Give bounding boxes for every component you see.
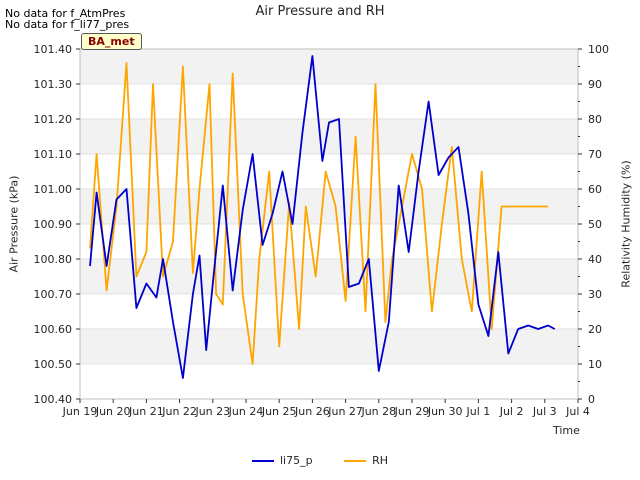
legend-swatch-li75-p xyxy=(251,460,274,462)
y-tick-label: 101.10 xyxy=(34,148,73,161)
x-tick-label: Jun 26 xyxy=(294,405,330,418)
x-tick-label: Jun 19 xyxy=(62,405,98,418)
x-tick-label: Jul 3 xyxy=(532,405,557,418)
series-line-li75-p xyxy=(89,55,556,379)
y-axis-right-ticks: 0 10 20 30 40 50 60 70 80 90 100 xyxy=(578,43,609,406)
y2-tick-label: 0 xyxy=(588,393,595,406)
x-tick-label: Jun 28 xyxy=(360,405,396,418)
x-tick-label: Jun 23 xyxy=(194,405,230,418)
x-tick-label: Jun 21 xyxy=(128,405,164,418)
band-white xyxy=(80,364,578,399)
legend-swatch-rh xyxy=(344,460,367,462)
band-white xyxy=(80,84,578,119)
plot-background-bands xyxy=(80,49,578,399)
y2-tick-label: 70 xyxy=(588,148,602,161)
no-data-notice-atmpres: No data for f_AtmPres xyxy=(5,7,126,20)
y2-tick-label: 10 xyxy=(588,358,602,371)
y-tick-label: 101.20 xyxy=(34,113,73,126)
y-axis-right-label: Relativity Humidity (%) xyxy=(619,160,633,288)
band-shaded xyxy=(80,189,578,224)
y-tick-label: 100.90 xyxy=(34,218,73,231)
x-tick-label: Jul 1 xyxy=(466,405,491,418)
site-badge: BA_met xyxy=(81,33,142,50)
band-shaded xyxy=(80,49,578,84)
y-tick-label: 101.30 xyxy=(34,78,73,91)
band-shaded xyxy=(80,259,578,294)
x-tick-label: Jun 30 xyxy=(427,405,463,418)
y2-tick-label: 80 xyxy=(588,113,602,126)
band-white xyxy=(80,294,578,329)
y-tick-label: 101.40 xyxy=(34,43,73,56)
y-tick-label: 101.00 xyxy=(34,183,73,196)
legend-label-rh: RH xyxy=(372,454,388,467)
y-axis-left-ticks: 100.40 100.50 100.60 100.70 100.80 100.90 101.… xyxy=(34,43,80,406)
y-tick-label: 100.60 xyxy=(34,323,73,336)
x-tick-label: Jun 24 xyxy=(228,405,264,418)
y2-tick-label: 20 xyxy=(588,323,602,336)
no-data-notice-li77: No data for f_li77_pres xyxy=(5,18,130,31)
y2-tick-label: 40 xyxy=(588,253,602,266)
band-white xyxy=(80,224,578,259)
x-tick-label: Jun 22 xyxy=(161,405,197,418)
x-axis-label: Time xyxy=(553,424,580,437)
y2-tick-label: 50 xyxy=(588,218,602,231)
band-shaded xyxy=(80,329,578,364)
series-layer xyxy=(89,55,556,379)
legend-entry-li75-p: li75_p xyxy=(251,454,313,467)
x-tick-label: Jun 20 xyxy=(95,405,131,418)
legend-entry-rh: RH xyxy=(344,454,388,467)
chart-title: Air Pressure and RH xyxy=(255,4,385,19)
y-axis-left-label: Air Pressure (kPa) xyxy=(7,175,21,273)
y-tick-label: 100.80 xyxy=(34,253,73,266)
x-tick-label: Jul 2 xyxy=(499,405,524,418)
x-tick-label: Jul 4 xyxy=(565,405,590,418)
y2-tick-label: 100 xyxy=(588,43,609,56)
x-tick-label: Jun 25 xyxy=(261,405,297,418)
legend: li75_p RH xyxy=(0,454,640,467)
legend-label-li75-p: li75_p xyxy=(279,454,313,467)
y2-tick-label: 30 xyxy=(588,288,602,301)
y-tick-label: 100.50 xyxy=(34,358,73,371)
y2-tick-label: 90 xyxy=(588,78,602,91)
y-tick-label: 100.40 xyxy=(34,393,73,406)
y-tick-label: 100.70 xyxy=(34,288,73,301)
x-tick-label: Jun 27 xyxy=(327,405,363,418)
y2-tick-label: 60 xyxy=(588,183,602,196)
x-tick-label: Jun 29 xyxy=(394,405,430,418)
